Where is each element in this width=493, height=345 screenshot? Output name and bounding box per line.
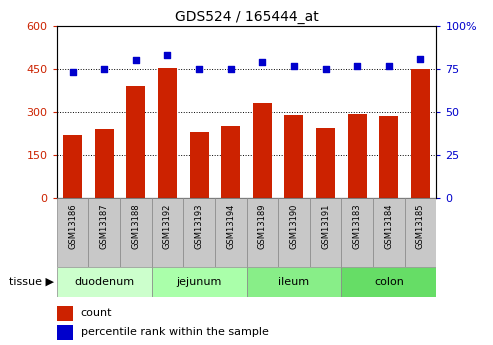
Text: GSM13193: GSM13193: [195, 203, 204, 249]
Bar: [411, 69, 430, 198]
Text: GSM13186: GSM13186: [68, 203, 77, 249]
Text: GSM13192: GSM13192: [163, 203, 172, 249]
Point: [290, 63, 298, 68]
Bar: [88, 198, 120, 267]
Bar: [221, 127, 240, 198]
Text: percentile rank within the sample: percentile rank within the sample: [81, 327, 269, 337]
Bar: [57, 198, 88, 267]
Text: GSM13194: GSM13194: [226, 203, 235, 249]
Point: [227, 66, 235, 72]
Bar: [310, 198, 341, 267]
Bar: [405, 198, 436, 267]
Text: GSM13184: GSM13184: [385, 203, 393, 249]
Bar: [189, 132, 209, 198]
Text: GSM13188: GSM13188: [131, 203, 141, 249]
Bar: [380, 117, 398, 198]
Bar: [284, 115, 304, 198]
Text: tissue ▶: tissue ▶: [9, 277, 54, 287]
Bar: [341, 267, 436, 297]
Bar: [152, 198, 183, 267]
Bar: [57, 267, 152, 297]
Bar: [183, 198, 215, 267]
Bar: [57, 325, 72, 339]
Text: ileum: ileum: [279, 277, 310, 287]
Text: GSM13183: GSM13183: [352, 203, 362, 249]
Bar: [373, 198, 405, 267]
Text: GSM13191: GSM13191: [321, 203, 330, 249]
Point: [69, 70, 76, 75]
Bar: [341, 198, 373, 267]
Text: GSM13185: GSM13185: [416, 203, 425, 249]
Bar: [253, 104, 272, 198]
Text: duodenum: duodenum: [74, 277, 134, 287]
Bar: [348, 114, 367, 198]
Point: [164, 52, 172, 58]
Point: [417, 56, 424, 61]
Bar: [278, 198, 310, 267]
Text: GSM13187: GSM13187: [100, 203, 108, 249]
Bar: [95, 129, 113, 198]
Text: GSM13190: GSM13190: [289, 203, 298, 249]
Bar: [126, 86, 145, 198]
Bar: [152, 267, 246, 297]
Point: [258, 59, 266, 65]
Point: [195, 66, 203, 72]
Text: GSM13189: GSM13189: [258, 203, 267, 249]
Bar: [246, 198, 278, 267]
Text: count: count: [81, 308, 112, 318]
Bar: [120, 198, 152, 267]
Text: colon: colon: [374, 277, 404, 287]
Bar: [246, 267, 341, 297]
Text: GDS524 / 165444_at: GDS524 / 165444_at: [175, 10, 318, 24]
Bar: [63, 135, 82, 198]
Bar: [215, 198, 246, 267]
Point: [353, 63, 361, 68]
Point: [385, 63, 393, 68]
Bar: [316, 128, 335, 198]
Point: [132, 58, 140, 63]
Bar: [158, 68, 177, 198]
Bar: [57, 306, 72, 321]
Text: jejunum: jejunum: [176, 277, 222, 287]
Point: [321, 66, 329, 72]
Point: [100, 66, 108, 72]
